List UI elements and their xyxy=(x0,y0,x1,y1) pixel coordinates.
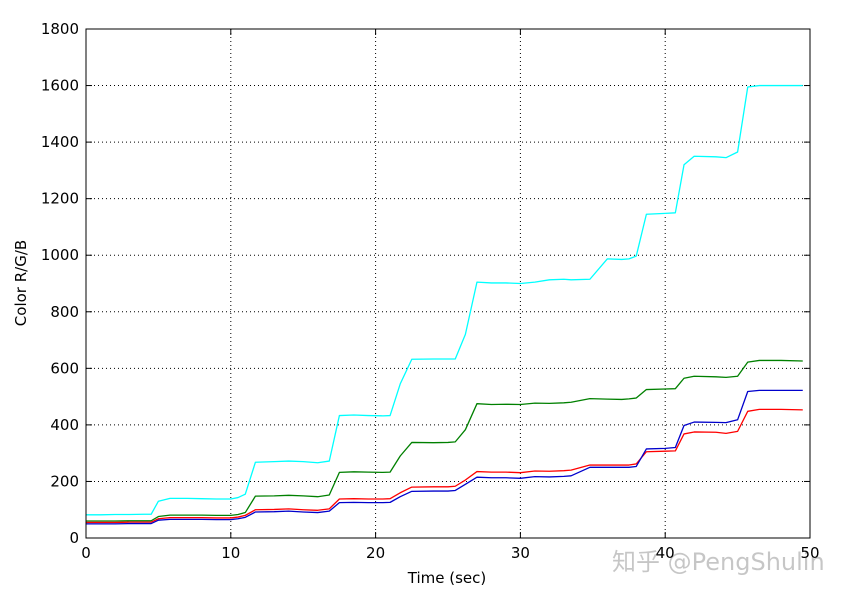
series-line-0 xyxy=(86,84,803,516)
grid-lines xyxy=(85,28,811,539)
x-tick-label: 50 xyxy=(800,544,819,562)
series-layer xyxy=(86,84,803,525)
series-line-1 xyxy=(86,359,803,522)
x-tick-label: 40 xyxy=(656,544,675,562)
axis-ticks: 0 10 20 30 40 50 0 200 400 600 800 1000 1200 1400 1600… xyxy=(41,20,820,562)
x-tick-label: 20 xyxy=(366,544,385,562)
x-axis-label: Time (sec) xyxy=(407,569,486,587)
series-line-3 xyxy=(86,389,803,525)
y-tick-label: 1600 xyxy=(41,77,79,95)
series-line-2 xyxy=(86,408,803,524)
y-tick-label: 1200 xyxy=(41,190,79,208)
x-tick-label: 10 xyxy=(221,544,240,562)
y-tick-label: 400 xyxy=(50,416,79,434)
y-tick-label: 1000 xyxy=(41,246,79,264)
y-tick-label: 200 xyxy=(50,472,79,490)
y-tick-label: 600 xyxy=(50,359,79,377)
plot-area-frame xyxy=(85,28,811,539)
y-tick-label: 800 xyxy=(50,303,79,321)
y-tick-label: 1400 xyxy=(41,133,79,151)
y-axis-label: Color R/G/B xyxy=(12,240,30,326)
y-tick-label: 1800 xyxy=(41,20,79,38)
watermark: 知乎 @PengShulin xyxy=(612,548,825,576)
x-tick-label: 30 xyxy=(511,544,530,562)
y-tick-label: 0 xyxy=(69,529,79,547)
x-tick-label: 0 xyxy=(81,544,91,562)
